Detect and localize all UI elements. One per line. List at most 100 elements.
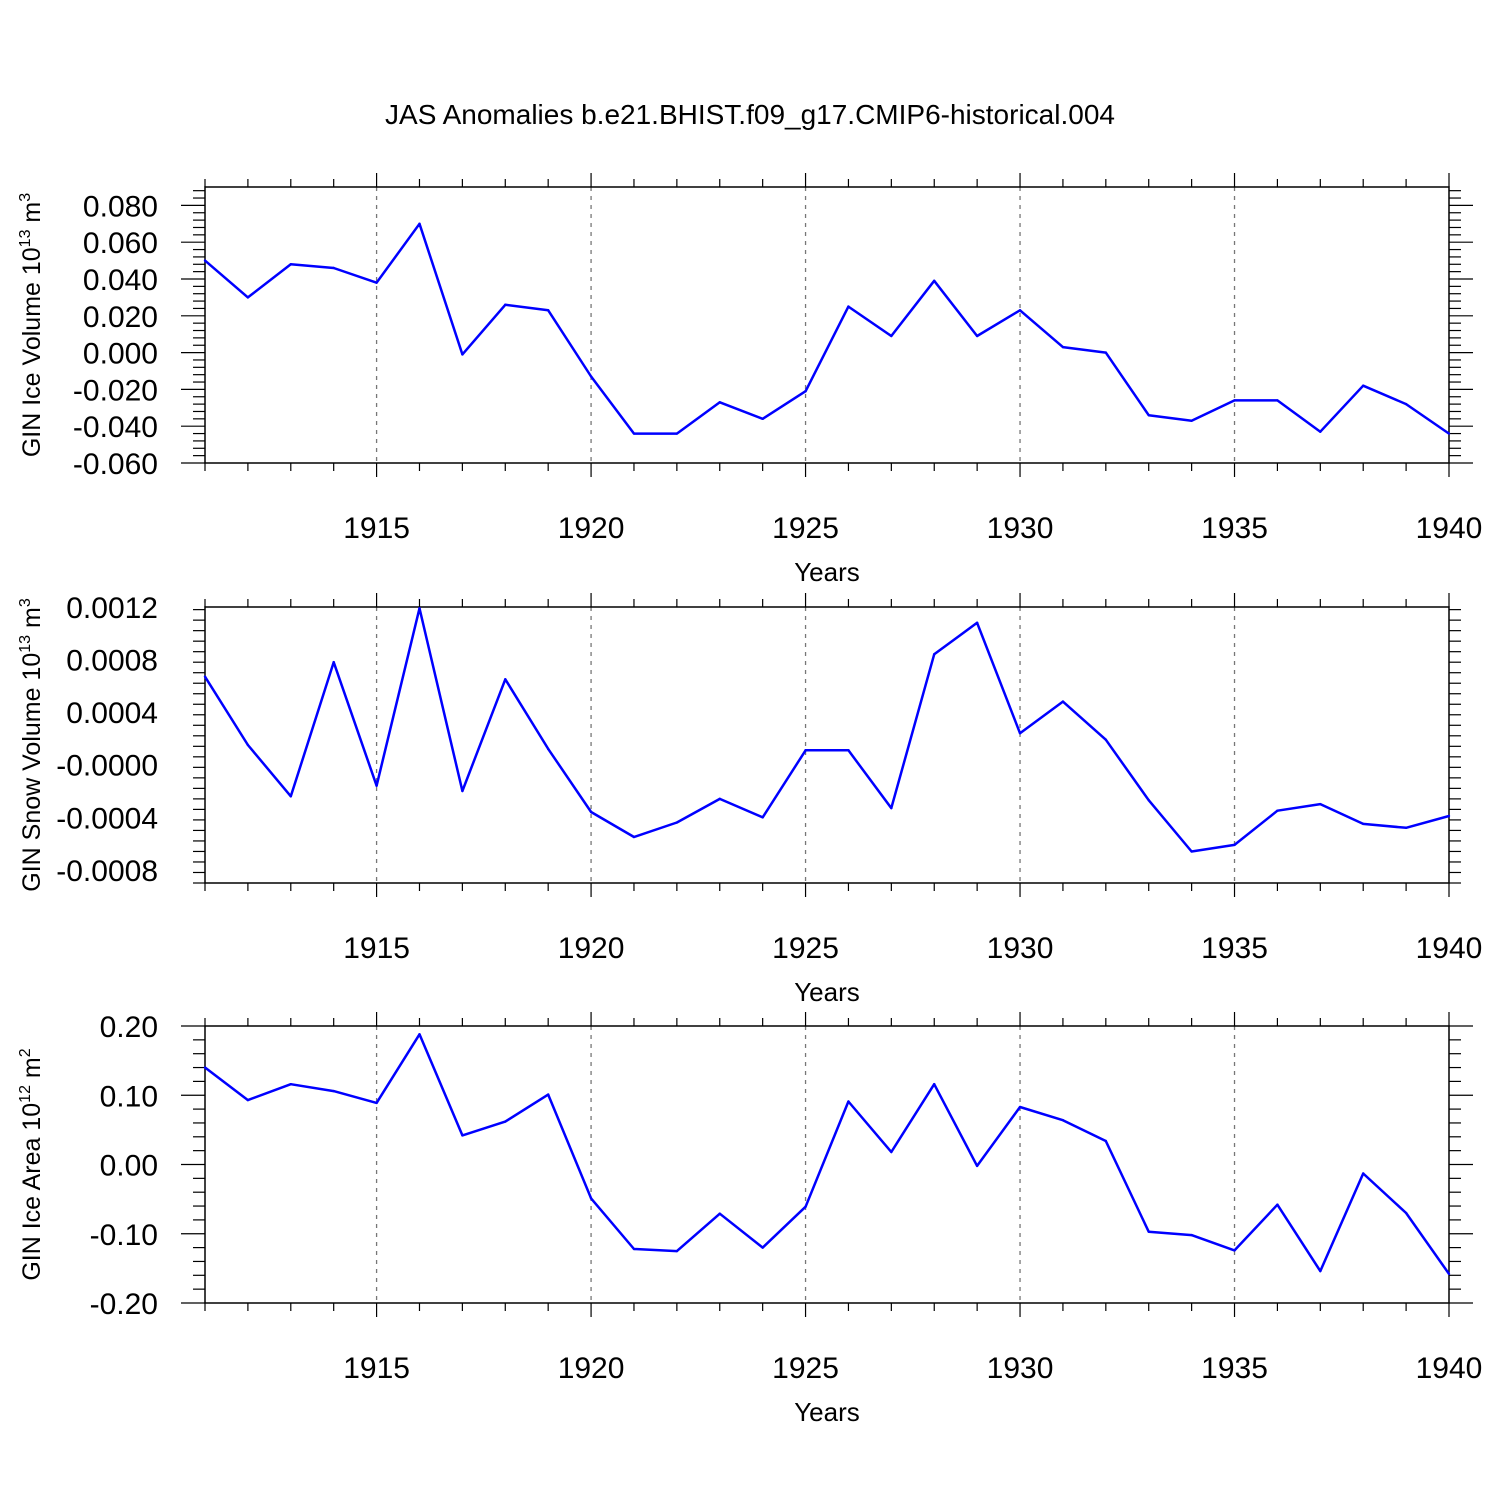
data-point: [289, 795, 292, 798]
data-point: [546, 1093, 550, 1096]
y-tick-label: 0.080: [83, 190, 158, 223]
data-point: [1404, 1211, 1408, 1215]
data-point: [804, 749, 807, 752]
y-tick-label: -0.0004: [56, 802, 158, 835]
data-point: [1190, 1233, 1193, 1237]
data-point: [589, 1197, 593, 1200]
x-tick-label: 1925: [772, 932, 839, 965]
data-point: [1233, 1249, 1236, 1252]
data-point: [718, 1212, 721, 1215]
y-tick-label: 0.0012: [66, 592, 158, 625]
data-point: [375, 784, 378, 787]
y-tick-label: 0.040: [83, 264, 158, 297]
x-tick-label: 1940: [1416, 512, 1483, 545]
data-point: [504, 678, 507, 681]
x-tick-label: 1925: [772, 1352, 839, 1385]
data-point: [1104, 738, 1108, 741]
chart-panel-3: 1915 1920 1925 1930 1935 1940 Years -0.20 -0.10 0…: [17, 1011, 1482, 1427]
data-point: [546, 309, 550, 312]
y-axis-label-main: GIN Ice Area 10: [18, 1103, 46, 1281]
x-tick-label: 1915: [343, 932, 410, 965]
y-axis-label-unit-exponent: 3: [17, 598, 34, 607]
chart-panel-1: 1915 1920 1925 1930 1935 1940 Years -0.060 -0.04…: [17, 173, 1482, 587]
data-point: [418, 222, 421, 225]
y-axis-label-unit: m: [18, 202, 46, 230]
series-line: [204, 1033, 1451, 1275]
plot-frame: [204, 1025, 1450, 1304]
data-point: [847, 305, 850, 308]
data-point: [1447, 1272, 1451, 1276]
y-tick-label: 0.20: [100, 1011, 158, 1044]
data-point: [203, 259, 207, 262]
x-tick-label: 1935: [1201, 512, 1268, 545]
data-point: [632, 835, 636, 839]
data-point: [1147, 799, 1150, 802]
series-line: [204, 222, 1450, 435]
data-point: [461, 353, 464, 356]
y-tick-label: -0.060: [73, 448, 158, 481]
y-axis-label-exponent: 13: [17, 635, 34, 653]
data-point: [246, 743, 250, 747]
data-point: [246, 1098, 250, 1102]
data-point: [289, 1082, 292, 1086]
series-line: [203, 607, 1450, 853]
plot-frame: [204, 186, 1450, 464]
data-point: [890, 1150, 893, 1154]
data-point: [675, 1249, 679, 1253]
data-point: [761, 1246, 764, 1249]
y-tick-label: -0.10: [90, 1219, 158, 1252]
data-point: [761, 417, 764, 421]
data-point: [1276, 399, 1279, 402]
data-point: [847, 1100, 850, 1103]
data-point: [1319, 430, 1322, 433]
data-point: [1190, 419, 1193, 422]
x-tick-label: 1920: [558, 1352, 625, 1385]
data-point: [1061, 345, 1065, 349]
data-point: [589, 810, 593, 814]
data-point: [1447, 432, 1451, 435]
y-tick-label: -0.040: [73, 411, 158, 444]
x-tick-label: 1935: [1201, 1352, 1268, 1385]
x-tick-label: 1940: [1416, 1352, 1483, 1385]
panels: 1915 1920 1925 1930 1935 1940 Years -0.060 -0.04…: [17, 173, 1482, 1427]
x-tick-label: 1915: [343, 512, 410, 545]
data-point: [1404, 402, 1408, 406]
data-point: [975, 1164, 979, 1168]
data-point: [1018, 731, 1022, 735]
y-axis-label-unit: m: [18, 607, 46, 635]
data-point: [375, 1101, 378, 1105]
data-point: [332, 266, 335, 270]
y-axis-label-unit-exponent: 3: [17, 193, 34, 202]
data-point: [1018, 309, 1022, 312]
data-point: [289, 263, 292, 266]
data-point: [1276, 809, 1279, 812]
data-point: [1233, 843, 1236, 847]
data-point: [546, 747, 550, 751]
y-tick-label: 0.0008: [66, 645, 158, 678]
data-point: [1404, 826, 1408, 829]
data-point: [1362, 384, 1365, 387]
y-axis-label-exponent: 13: [17, 229, 34, 247]
x-tick-label: 1930: [987, 1352, 1054, 1385]
y-tick-label: -0.20: [90, 1288, 158, 1321]
data-point: [332, 661, 335, 664]
y-tick-label: 0.020: [83, 301, 158, 334]
data-point: [1018, 1105, 1022, 1109]
x-axis-label: Years: [794, 557, 860, 587]
data-point: [933, 279, 936, 283]
y-tick-label: 0.0004: [66, 697, 158, 730]
data-point: [1147, 1230, 1150, 1233]
data-point: [718, 797, 721, 801]
data-point: [632, 432, 636, 435]
data-point: [1319, 802, 1322, 806]
data-point: [203, 675, 207, 678]
y-axis-label-main: GIN Ice Volume 10: [18, 247, 46, 457]
data-point: [718, 401, 721, 404]
chart-panel-2: 1915 1920 1925 1930 1935 1940 Years -0.0008 -0.0…: [17, 592, 1482, 1007]
data-point: [847, 749, 850, 752]
data-point: [890, 806, 893, 810]
x-axis-label: Years: [794, 1397, 860, 1427]
y-tick-label: -0.020: [73, 374, 158, 407]
